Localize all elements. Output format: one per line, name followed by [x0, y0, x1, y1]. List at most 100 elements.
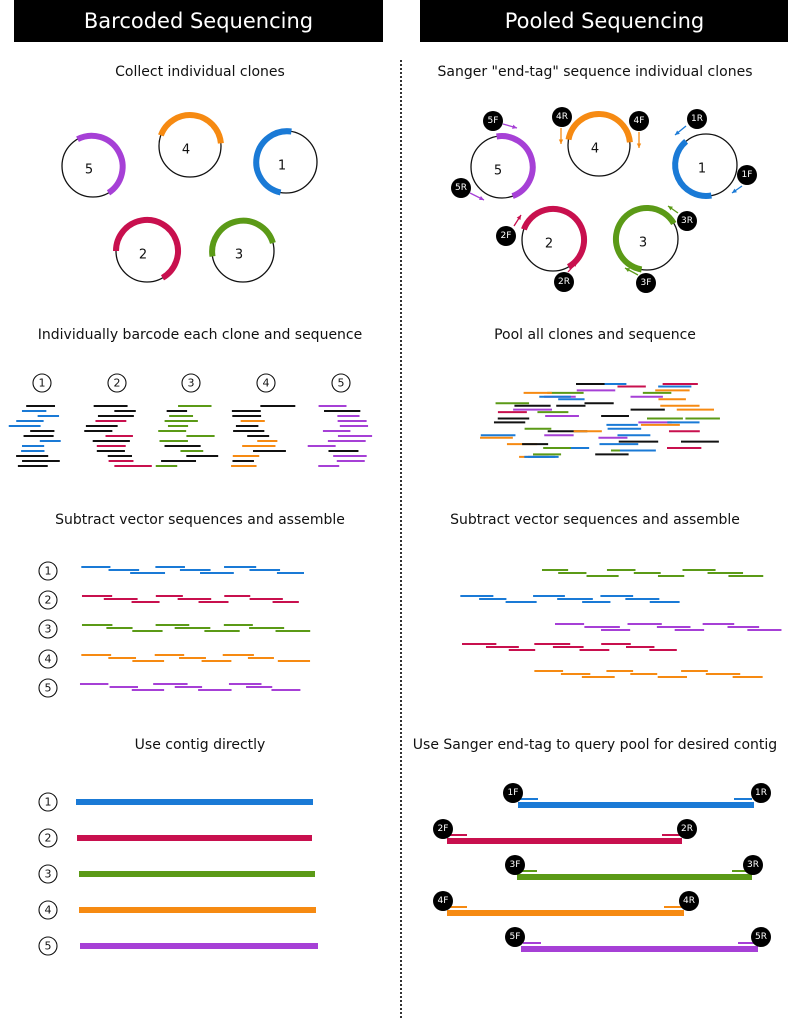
- tag-5F-badge-label: 5F: [488, 116, 499, 126]
- contig-2-circle: [38, 828, 58, 848]
- contig-tag-5R-badge: [751, 927, 771, 947]
- contig-tag-2R-badge-label: 2R: [681, 824, 693, 834]
- contig-tag-2F-badge: [433, 819, 453, 839]
- tag-5R-badge: [451, 178, 471, 198]
- contig-tag-1R-badge-label: 1R: [755, 788, 767, 798]
- assembly-1-circle-label: 1: [45, 565, 52, 578]
- left-plasmid-2-label: 2: [139, 248, 147, 263]
- right-plasmid-4-label: 4: [591, 142, 599, 157]
- contig-tag-4F-badge: [433, 891, 453, 911]
- contig-5-circle-label: 5: [45, 940, 52, 953]
- contig-tag-2R-badge: [677, 819, 697, 839]
- contig-tag-3R-badge-label: 3R: [747, 860, 759, 870]
- barcode-2-circle-label: 2: [114, 377, 121, 390]
- arrow-1R-head: [675, 130, 680, 135]
- right-plasmid-1-label: 1: [698, 162, 706, 177]
- contig-4-circle-label: 4: [45, 904, 52, 917]
- contig-2-circle-label: 2: [45, 832, 52, 845]
- tag-1F-badge-label: 1F: [742, 170, 753, 180]
- left-plasmid-4-insert: [158, 112, 224, 144]
- tag-1R-badge: [687, 109, 707, 129]
- right-plasmid-2-insert: [521, 205, 588, 270]
- right-plasmid-1-insert: [672, 139, 712, 199]
- contig-tag-5F-badge-label: 5F: [510, 932, 521, 942]
- arrow-3F-head: [625, 268, 630, 273]
- contig-tag-4R-badge-label: 4R: [683, 896, 695, 906]
- barcode-5-circle-label: 5: [338, 377, 345, 390]
- tag-5R-badge-label: 5R: [455, 183, 467, 193]
- arrow-4F-head: [636, 143, 642, 148]
- assembly-1-circle: [38, 561, 58, 581]
- contig-1-circle: [38, 792, 58, 812]
- assembly-5-circle: [38, 678, 58, 698]
- contig-tag-5R-badge-label: 5R: [755, 932, 767, 942]
- arrow-2R-head: [572, 262, 577, 267]
- contig-tag-4F-badge-label: 4F: [438, 896, 449, 906]
- right-plasmid-3-insert: [612, 204, 677, 273]
- right-step3-title: Subtract vector sequences and assemble: [450, 512, 740, 528]
- arrow-2F-head: [516, 215, 521, 220]
- right-plasmid-4-insert: [565, 111, 633, 143]
- contig-1-circle-label: 1: [45, 796, 52, 809]
- contig-tag-4R-badge: [679, 891, 699, 911]
- barcode-3-circle-label: 3: [188, 377, 195, 390]
- tag-2R-badge: [554, 272, 574, 292]
- left-plasmid-5-label: 5: [85, 163, 93, 178]
- contig-tag-5F-badge: [505, 927, 525, 947]
- right-step2-title: Pool all clones and sequence: [494, 327, 696, 343]
- right-plasmid-3-label: 3: [639, 236, 647, 251]
- right-step4-title: Use Sanger end-tag to query pool for des…: [412, 737, 778, 753]
- tag-1F-badge: [737, 165, 757, 185]
- contig-tag-1F-badge-label: 1F: [508, 788, 519, 798]
- arrow-5F-head: [512, 124, 517, 129]
- contig-tag-2F-badge-label: 2F: [438, 824, 449, 834]
- tag-4F-badge: [629, 111, 649, 131]
- left-plasmid-2-insert: [113, 217, 181, 281]
- barcode-1-circle-label: 1: [39, 377, 46, 390]
- barcode-4-circle: [256, 373, 276, 393]
- barcode-5-circle: [331, 373, 351, 393]
- tag-3R-badge-label: 3R: [681, 216, 693, 226]
- assembly-4-circle-label: 4: [45, 653, 52, 666]
- assembly-3-circle: [38, 619, 58, 639]
- contig-tag-3R-badge: [743, 855, 763, 875]
- contig-3-circle-label: 3: [45, 868, 52, 881]
- right-plasmid-2-label: 2: [545, 237, 553, 252]
- left-plasmid-3-insert: [209, 217, 276, 257]
- barcode-3-circle: [181, 373, 201, 393]
- assembly-5-circle-label: 5: [45, 682, 52, 695]
- contig-tag-1F-badge: [503, 783, 523, 803]
- arrow-1F-head: [732, 188, 737, 193]
- right-plasmid-5-insert: [496, 133, 536, 199]
- contig-4-circle: [38, 900, 58, 920]
- assembly-2-circle-label: 2: [45, 594, 52, 607]
- tag-4R-badge: [552, 107, 572, 127]
- left-step3-title: Subtract vector sequences and assemble: [55, 512, 345, 528]
- assembly-2-circle: [38, 590, 58, 610]
- left-step1-title: Collect individual clones: [115, 64, 285, 80]
- arrow-3R-head: [668, 206, 673, 211]
- left-plasmid-5-insert: [76, 132, 126, 196]
- contig-tag-3F-badge-label: 3F: [510, 860, 521, 870]
- tag-5F-badge: [483, 111, 503, 131]
- tag-3F-badge: [636, 273, 656, 293]
- left-plasmid-3-label: 3: [235, 248, 243, 263]
- column-divider: [400, 60, 402, 1018]
- left-step2-title: Individually barcode each clone and sequ…: [37, 327, 363, 343]
- tag-1R-badge-label: 1R: [691, 114, 703, 124]
- arrow-5R-head: [479, 196, 484, 200]
- tag-3F-badge-label: 3F: [641, 278, 652, 288]
- tag-4R-badge-label: 4R: [556, 112, 568, 122]
- contig-5-circle: [38, 936, 58, 956]
- left-plasmid-1-label: 1: [278, 159, 286, 174]
- tag-2F-badge-label: 2F: [501, 231, 512, 241]
- assembly-4-circle: [38, 649, 58, 669]
- contig-3-circle: [38, 864, 58, 884]
- barcode-1-circle: [32, 373, 52, 393]
- barcode-2-circle: [107, 373, 127, 393]
- tag-2F-badge: [496, 226, 516, 246]
- arrow-4R-head: [558, 139, 564, 144]
- left-step4-title: Use contig directly: [134, 737, 266, 753]
- contig-tag-3F-badge: [505, 855, 525, 875]
